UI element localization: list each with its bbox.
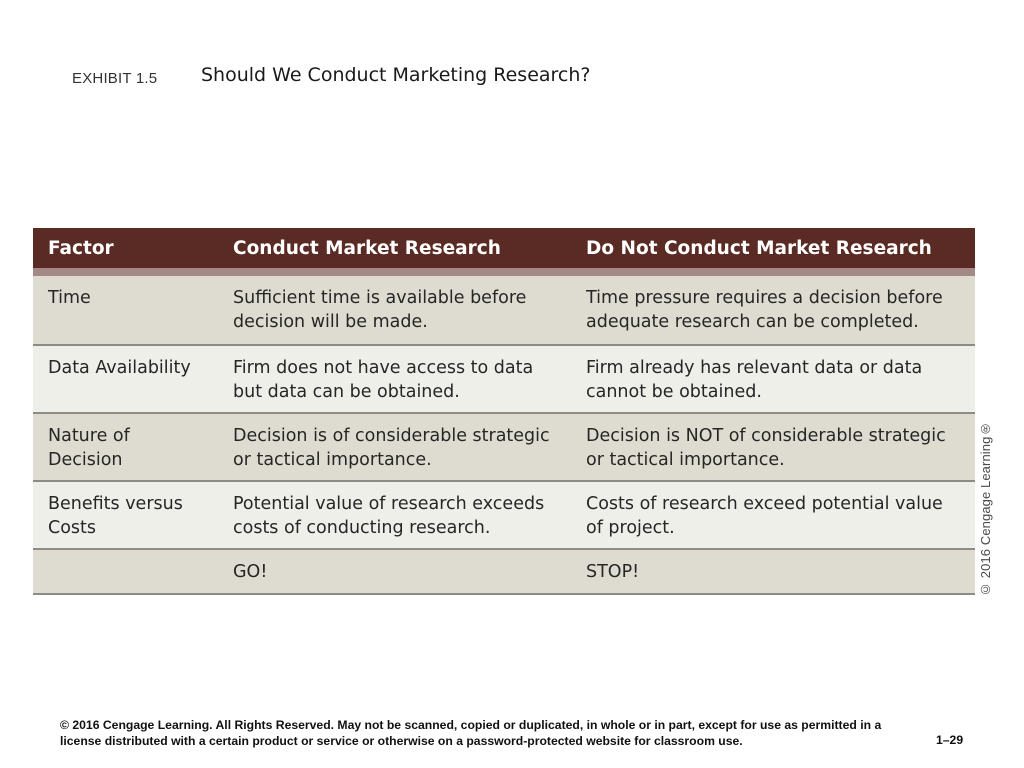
column-header-factor: Factor (33, 228, 218, 276)
conduct-cell: Sufficient time is available before deci… (218, 272, 571, 346)
factor-cell: Benefits versus Costs (33, 481, 218, 550)
research-decision-table: Factor Conduct Market Research Do Not Co… (33, 228, 975, 595)
do-not-conduct-cell: Time pressure requires a decision before… (571, 272, 975, 346)
column-header-do-not-conduct: Do Not Conduct Market Research (571, 228, 975, 276)
page-number: 1–29 (936, 733, 964, 747)
exhibit-title: Should We Conduct Marketing Research? (201, 64, 591, 86)
factor-cell: Time (33, 272, 218, 346)
column-header-conduct: Conduct Market Research (218, 228, 571, 276)
footer-copyright: © 2016 Cengage Learning. All Rights Rese… (60, 718, 882, 748)
factor-cell (33, 549, 218, 595)
table-row: Benefits versus Costs Potential value of… (33, 481, 975, 550)
table-row: GO! STOP! (33, 549, 975, 595)
side-copyright-credit: © 2016 Cengage Learning® (978, 421, 993, 597)
factor-cell: Data Availability (33, 345, 218, 414)
factor-cell: Nature of Decision (33, 413, 218, 482)
table-header-row: Factor Conduct Market Research Do Not Co… (33, 228, 975, 276)
exhibit-label: EXHIBIT 1.5 (72, 70, 158, 87)
do-not-conduct-cell: Costs of research exceed potential value… (571, 481, 975, 550)
do-not-conduct-cell: Firm already has relevant data or data c… (571, 345, 975, 414)
do-not-conduct-cell: Decision is NOT of considerable strategi… (571, 413, 975, 482)
decision-table: Factor Conduct Market Research Do Not Co… (33, 228, 975, 595)
stop-cell: STOP! (571, 549, 975, 595)
conduct-cell: Decision is of considerable strategic or… (218, 413, 571, 482)
table-row: Nature of Decision Decision is of consid… (33, 413, 975, 482)
table-row: Data Availability Firm does not have acc… (33, 345, 975, 414)
conduct-cell: Firm does not have access to data but da… (218, 345, 571, 414)
go-cell: GO! (218, 549, 571, 595)
conduct-cell: Potential value of research exceeds cost… (218, 481, 571, 550)
table-row: Time Sufficient time is available before… (33, 272, 975, 346)
